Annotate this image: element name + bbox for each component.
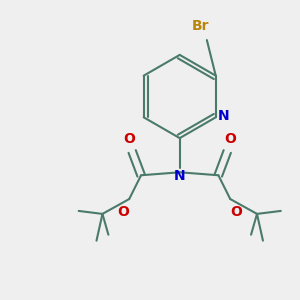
Text: O: O xyxy=(117,205,129,219)
Text: Br: Br xyxy=(192,19,210,33)
Text: O: O xyxy=(224,131,236,146)
Text: N: N xyxy=(174,169,185,183)
Text: O: O xyxy=(230,205,242,219)
Text: N: N xyxy=(218,109,229,123)
Text: O: O xyxy=(123,131,135,146)
